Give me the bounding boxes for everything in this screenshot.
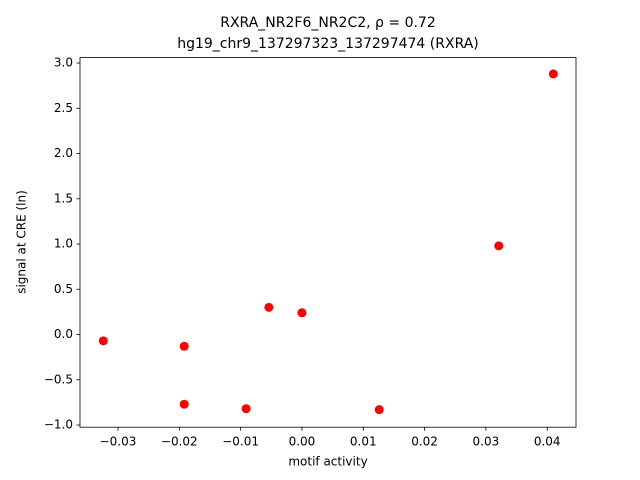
plot-frame xyxy=(79,57,577,428)
y-tick-label: −1.0 xyxy=(44,418,73,432)
y-tick-label: 1.0 xyxy=(54,237,73,251)
data-point xyxy=(179,399,189,409)
data-point xyxy=(374,405,384,415)
x-tick-label: −0.01 xyxy=(222,435,259,449)
chart-subtitle: hg19_chr9_137297323_137297474 (RXRA) xyxy=(177,36,479,52)
y-tick-label: 0.5 xyxy=(54,282,73,296)
data-point xyxy=(297,308,307,318)
x-tick-label: 0.00 xyxy=(289,435,316,449)
x-tick-label: −0.02 xyxy=(161,435,198,449)
x-tick-label: 0.02 xyxy=(411,435,438,449)
y-tick-label: 2.5 xyxy=(54,101,73,115)
x-tick-label: 0.03 xyxy=(473,435,500,449)
data-point xyxy=(241,404,251,414)
chart-title: RXRA_NR2F6_NR2C2, ρ = 0.72 xyxy=(220,15,436,31)
y-tick-label: 3.0 xyxy=(54,56,73,70)
y-tick-label: 2.0 xyxy=(54,146,73,160)
x-axis-label: motif activity xyxy=(288,455,367,469)
x-tick-label: 0.04 xyxy=(534,435,561,449)
y-tick-label: −0.5 xyxy=(44,372,73,386)
y-axis-label: signal at CRE (ln) xyxy=(15,190,29,294)
data-point xyxy=(264,302,274,312)
data-point xyxy=(548,69,558,79)
x-tick-label: −0.03 xyxy=(100,435,137,449)
y-tick-label: 1.5 xyxy=(54,191,73,205)
data-point xyxy=(179,341,189,351)
data-point xyxy=(494,241,504,251)
data-point xyxy=(98,336,108,346)
x-tick-label: 0.01 xyxy=(350,435,377,449)
y-tick-label: 0.0 xyxy=(54,327,73,341)
